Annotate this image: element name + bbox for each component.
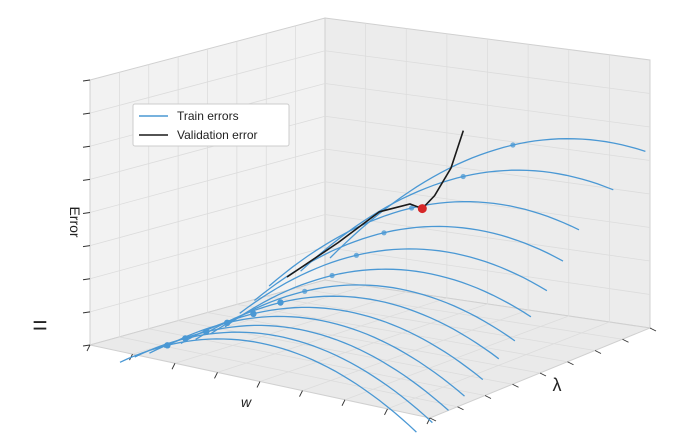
lambda-tick (457, 406, 464, 411)
legend-label-validation: Validation error (177, 128, 257, 142)
grid-line (89, 148, 651, 213)
grid-line (89, 115, 651, 180)
train-error-curve (300, 169, 614, 272)
train-error-minimum-point (224, 319, 231, 326)
lambda-tick (567, 361, 574, 366)
w-tick (214, 372, 218, 379)
lambda-tick (594, 350, 602, 354)
grid-line (217, 33, 448, 373)
grid-line (302, 44, 529, 392)
train-error-minimum-point (353, 252, 359, 258)
grid-line (387, 54, 610, 410)
grid-line (89, 214, 651, 280)
lambda-tick (622, 338, 629, 343)
z-tick (82, 311, 91, 314)
lambda-tick (429, 417, 437, 422)
lambda-tick (649, 327, 657, 332)
w-tick (86, 344, 91, 352)
equals-sign: = (32, 310, 47, 340)
lambda-tick (539, 372, 547, 377)
grid-line (174, 28, 407, 364)
x-axis-label: w (241, 394, 252, 410)
axis-ticks (82, 79, 657, 425)
grid-line (118, 72, 458, 408)
validation-error-line (286, 130, 465, 278)
legend: Train errors Validation error (132, 103, 290, 147)
z-tick (82, 79, 91, 82)
lambda-tick (512, 383, 519, 388)
grid-line (89, 181, 651, 247)
grid-line (148, 64, 486, 396)
train-error-minimum-point (164, 342, 171, 349)
w-tick (341, 399, 346, 406)
train-error-minimum-point (329, 272, 335, 279)
y-axis-label: λ (553, 375, 562, 395)
train-error-curve (239, 248, 548, 314)
grid-line (89, 50, 651, 114)
grid-line (295, 25, 623, 340)
train-error-minimum-point (381, 230, 387, 236)
lambda-tick (484, 395, 492, 399)
z-tick (82, 112, 91, 115)
z-tick (82, 278, 91, 281)
z-axis-label: Error (67, 206, 83, 237)
z-tick (82, 344, 91, 347)
legend-label-train: Train errors (177, 109, 239, 123)
z-tick (82, 245, 91, 248)
train-error-curve (224, 268, 532, 328)
w-tick (384, 408, 388, 416)
validation-minimum-point (417, 204, 427, 214)
legend-box (132, 103, 290, 147)
train-error-minima (164, 142, 516, 349)
grid-line (89, 246, 651, 313)
z-tick (82, 212, 91, 214)
z-tick (82, 178, 91, 181)
train-error-curve (209, 284, 516, 342)
train-error-minimum-point (460, 173, 466, 180)
train-error-minimum-point (302, 288, 308, 294)
train-error-minimum-point (182, 335, 189, 342)
w-tick (256, 381, 261, 388)
z-tick (82, 145, 91, 148)
train-error-minimum-point (203, 328, 210, 335)
w-tick (171, 363, 176, 370)
train-error-minimum-point (250, 310, 257, 317)
train-error-minimum-point (277, 299, 284, 306)
w-tick (299, 390, 303, 397)
w-tick (426, 417, 431, 425)
train-error-minimum-point (409, 205, 415, 211)
train-error-minimum-point (510, 142, 516, 148)
